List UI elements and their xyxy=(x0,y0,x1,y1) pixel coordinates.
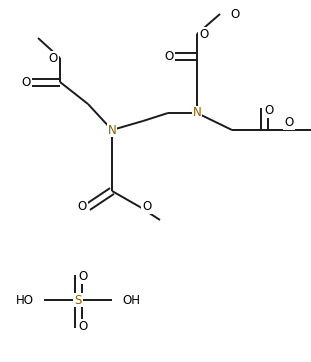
Text: O: O xyxy=(284,117,294,130)
Text: N: N xyxy=(193,106,202,119)
Text: O: O xyxy=(264,105,274,118)
Text: S: S xyxy=(74,294,82,307)
Text: N: N xyxy=(108,123,116,136)
Text: HO: HO xyxy=(16,294,34,307)
Text: O: O xyxy=(49,51,58,64)
Text: O: O xyxy=(142,201,152,214)
Text: O: O xyxy=(77,201,87,214)
Text: O: O xyxy=(78,320,88,333)
Text: OH: OH xyxy=(122,294,140,307)
Text: O: O xyxy=(78,270,88,283)
Text: O: O xyxy=(230,8,239,21)
Text: O: O xyxy=(199,28,209,41)
Text: O: O xyxy=(165,50,174,63)
Text: O: O xyxy=(21,76,30,88)
